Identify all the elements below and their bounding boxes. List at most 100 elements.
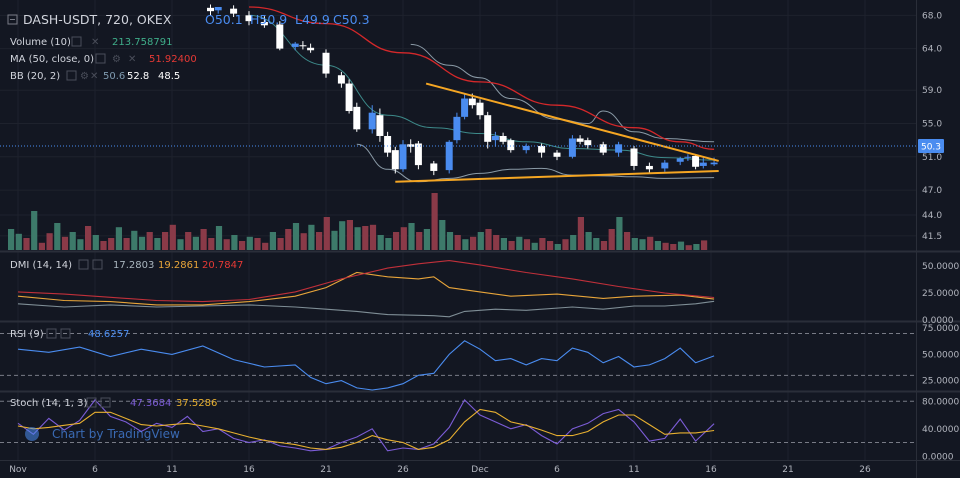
ma-line (248, 6, 715, 150)
volume-bar (308, 224, 315, 250)
volume-bar (23, 238, 30, 250)
volume-bar (593, 238, 600, 250)
volume-bar (162, 232, 169, 250)
volume-bar (616, 217, 623, 250)
candle-body (345, 83, 353, 112)
rsi-tick-label: 25.0000 (922, 377, 959, 387)
volume-bar (523, 239, 531, 250)
time-tick-label: 16 (705, 465, 717, 475)
candle-body (684, 156, 692, 158)
volume-bar (115, 227, 122, 250)
dmi-minus-value: 19.2861 (158, 260, 199, 271)
header-legend: DASH-USDT, 720, OKEX O50.1 H50.9 L49.9 C… (7, 12, 370, 441)
volume-bar (8, 229, 15, 250)
candle-body (710, 162, 718, 165)
eye-icon[interactable] (71, 36, 82, 47)
candle-body (676, 158, 684, 162)
time-tick-label: 6 (92, 465, 98, 475)
candle-body (276, 24, 284, 49)
triangle-trendlines[interactable] (395, 82, 719, 183)
volume-bar (46, 233, 53, 250)
volume-bar (223, 239, 230, 250)
stoch-tick-label: 40.0000 (922, 425, 959, 435)
volume-bar (346, 220, 353, 250)
symbol-title: DASH-USDT, 720, OKEX (23, 12, 172, 27)
candle-body (692, 155, 700, 167)
candle-body (491, 135, 499, 141)
candle-body (453, 116, 461, 141)
collapse-icon[interactable] (7, 14, 18, 25)
volume-bar (177, 239, 184, 250)
price-tick-label: 47.0 (922, 186, 942, 196)
rsi-rsi-line (17, 340, 715, 391)
dmi-tick-label: 0.0000 (922, 316, 954, 326)
close-icon[interactable]: ✕ (90, 71, 98, 82)
volume-bar (454, 235, 461, 250)
eye-icon[interactable] (86, 397, 97, 408)
time-tick-label: 11 (628, 465, 639, 475)
volume-bar (31, 211, 38, 250)
settings-icon[interactable]: ⚙ (80, 71, 89, 82)
time-tick-label: 26 (859, 465, 871, 475)
candle-body (630, 148, 638, 166)
settings-icon[interactable] (92, 259, 103, 270)
volume-bar (662, 242, 669, 250)
stoch-d-line (17, 408, 715, 450)
eye-icon[interactable] (46, 328, 57, 339)
candle-body (484, 115, 492, 142)
candle-body (414, 143, 422, 166)
ohlc-high: H50.9 (250, 12, 287, 27)
eye-icon[interactable] (66, 70, 77, 81)
volume-bar (693, 244, 700, 250)
candlesticks[interactable] (207, 4, 718, 176)
volume-bar (192, 236, 199, 250)
volume-legend-value: 213.758791 (112, 37, 172, 48)
volume-bar (208, 238, 215, 250)
candle-body (553, 152, 561, 157)
price-tick-label: 68.0 (922, 11, 942, 21)
grid-lines (0, 0, 916, 460)
eye-icon[interactable] (95, 53, 106, 64)
close-icon[interactable]: ✕ (91, 37, 99, 48)
eye-icon[interactable] (78, 259, 89, 270)
volume-bar (485, 229, 492, 250)
volume-bar (354, 227, 361, 250)
candle-body (245, 15, 253, 22)
close-icon[interactable]: ✕ (128, 54, 136, 65)
trendline-lower (395, 169, 719, 183)
ma-legend-value: 51.92400 (149, 54, 197, 65)
volume-bar (500, 238, 507, 250)
ohlc-low: L49.9 (295, 12, 330, 27)
settings-icon[interactable] (100, 397, 111, 408)
settings-icon[interactable]: ⚙ (112, 54, 121, 65)
volume-bar (316, 232, 323, 250)
candle-body (368, 112, 376, 130)
settings-icon[interactable] (60, 328, 71, 339)
volume-bar (131, 230, 138, 250)
volume-bar (123, 238, 130, 250)
volume-bar (647, 236, 654, 250)
stoch-k-line (17, 399, 715, 452)
volume-bar (577, 217, 584, 250)
bb-middle-value: 50.6 (103, 71, 125, 82)
stoch-d-value: 37.5286 (176, 398, 217, 409)
dmi-tick-label: 25.0000 (922, 289, 959, 299)
volume-bar (624, 232, 631, 250)
volume-bar (477, 232, 484, 250)
price-tag-text: 50.3 (921, 143, 941, 153)
price-axis[interactable]: 68.0 64.0 59.0 55.0 51.0 47.0 44.0 41.5 50.0000 2… (922, 11, 959, 462)
candle-body (391, 150, 399, 170)
dmi-plus-value: 17.2803 (113, 260, 154, 271)
ma50-line (248, 6, 715, 150)
rsi-legend-label: RSI (9) (10, 329, 44, 340)
watermark: Chart by TradingView (52, 427, 180, 441)
volume-bar (15, 233, 22, 250)
time-axis[interactable]: Nov 6 11 16 21 26 Dec 6 11 16 21 26 (9, 465, 871, 475)
tradingview-logo-icon (25, 427, 39, 441)
bb-lower-value: 48.5 (158, 71, 180, 82)
volume-bar (531, 242, 538, 250)
time-tick-label: 21 (320, 465, 331, 475)
volume-bar (254, 238, 261, 250)
candle-body (522, 145, 530, 151)
